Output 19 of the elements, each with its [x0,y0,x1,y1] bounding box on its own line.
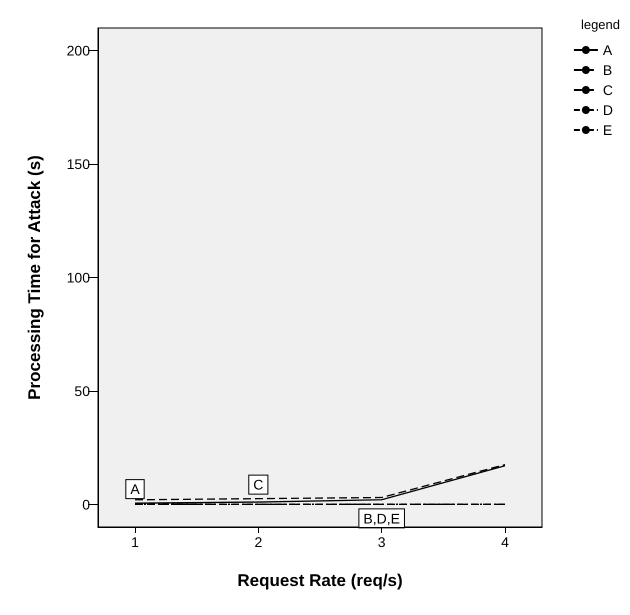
legend-label: B [602,62,612,78]
legend-label: C [602,82,614,98]
annotation: A [130,481,140,498]
y-tick-label: 50 [74,382,90,399]
x-tick-label: 3 [378,534,386,550]
annotation: C [253,476,264,493]
legend-label: E [602,122,612,138]
y-tick-label: 150 [66,156,90,172]
y-tick-label: 200 [66,42,90,59]
legend-label: D [602,102,614,118]
x-tick-label: 1 [131,534,140,550]
x-axis-title: Request Rate (req/s) [237,571,403,590]
x-tick-label: 2 [254,534,262,550]
y-axis-title: Processing Time for Attack (s) [25,155,44,400]
y-tick-label: 100 [66,270,90,286]
annotation: B,D,E [363,510,400,526]
legend-title: legend [580,17,620,32]
x-tick-label: 4 [501,534,510,550]
legend-label: A [602,42,613,58]
